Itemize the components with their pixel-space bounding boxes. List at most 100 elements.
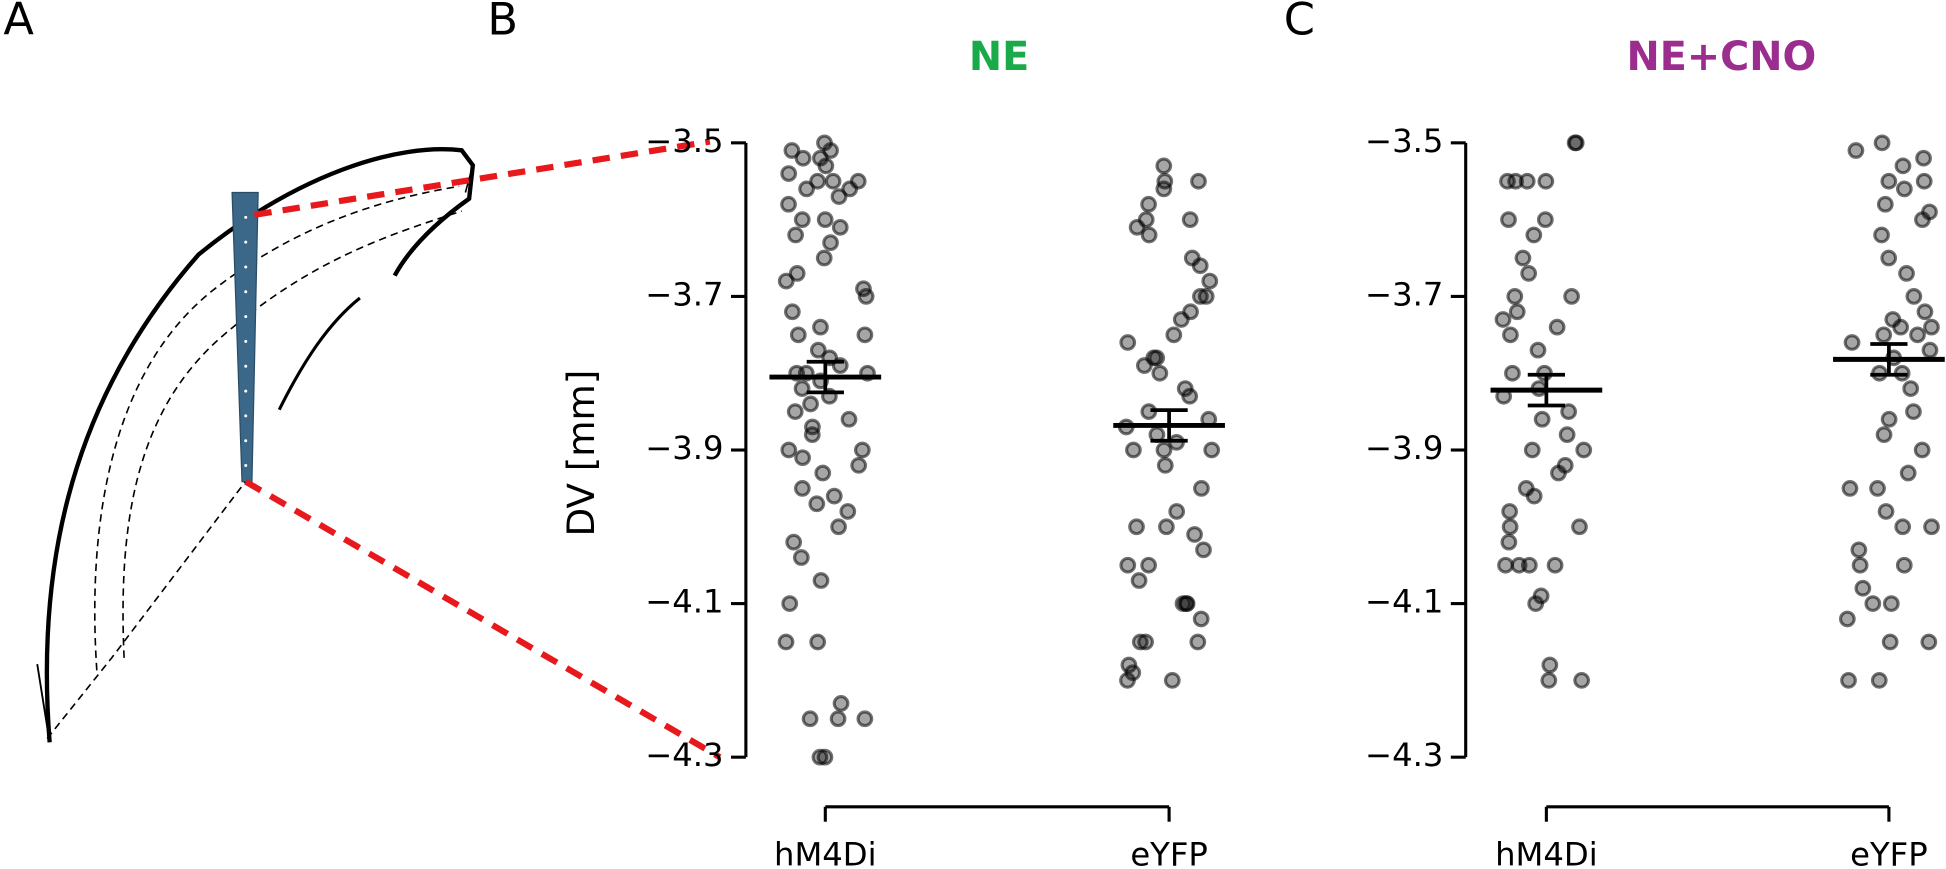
data-point — [1894, 157, 1912, 175]
data-point — [1546, 556, 1564, 574]
data-point — [1916, 303, 1934, 321]
data-point — [1497, 556, 1514, 574]
outline — [44, 147, 476, 743]
data-point — [1841, 480, 1859, 497]
data-point — [1905, 288, 1923, 305]
data-point — [808, 495, 826, 513]
data-point — [1540, 672, 1558, 689]
data-point — [816, 748, 834, 766]
data-point — [1520, 556, 1538, 574]
y-tick-label: −4.1 — [1365, 583, 1443, 621]
data-point — [1840, 672, 1857, 689]
data-point — [1501, 518, 1519, 536]
data-point — [803, 426, 821, 444]
data-point — [777, 272, 795, 290]
y-tick-label: −3.5 — [1365, 122, 1443, 160]
data-point — [1523, 441, 1541, 459]
data-point — [1851, 556, 1869, 574]
data-point — [814, 464, 832, 482]
data-point — [1500, 533, 1518, 551]
outline — [36, 663, 51, 743]
data-point — [1563, 288, 1580, 305]
data-point — [1155, 441, 1173, 459]
x-tick-label: hM4Di — [774, 835, 877, 869]
data-point — [783, 303, 801, 321]
data-point — [789, 326, 807, 344]
data-point — [798, 180, 815, 198]
y-tick-label: −4.3 — [1365, 736, 1443, 774]
data-point — [1494, 311, 1512, 328]
data-point — [1158, 518, 1175, 536]
data-point — [1550, 464, 1567, 482]
data-point — [1501, 503, 1519, 520]
data-point — [817, 157, 835, 175]
data-point — [1168, 503, 1186, 520]
data-point — [1905, 403, 1922, 420]
data-point — [1140, 556, 1158, 574]
data-point — [1119, 334, 1137, 351]
data-point — [1151, 364, 1169, 382]
data-point — [781, 595, 799, 612]
data-point — [815, 249, 833, 267]
data-point — [1850, 541, 1868, 559]
data-point — [1140, 226, 1158, 244]
data-point — [1148, 349, 1166, 367]
data-point — [1163, 672, 1181, 689]
data-point — [1174, 595, 1192, 612]
data-point — [1119, 672, 1136, 689]
data-point — [856, 326, 874, 344]
data-point — [857, 288, 875, 305]
data-point — [1892, 318, 1910, 336]
boundary — [46, 477, 249, 740]
data-point — [1854, 579, 1872, 597]
data-point — [1140, 195, 1157, 213]
data-point — [1500, 211, 1517, 229]
data-point — [1506, 288, 1524, 305]
data-point — [1560, 403, 1578, 420]
data-point — [1514, 249, 1532, 267]
data-point — [1913, 441, 1931, 459]
data-point — [1186, 526, 1203, 543]
x-tick-label: eYFP — [1130, 835, 1208, 869]
data-point — [824, 172, 842, 190]
boundary — [464, 164, 474, 193]
data-point — [809, 633, 827, 651]
data-point — [832, 695, 850, 712]
data-point — [780, 195, 797, 213]
boundary — [122, 210, 462, 658]
data-point — [1575, 441, 1593, 459]
data-point — [1499, 172, 1516, 190]
panel-label: C — [1284, 0, 1315, 45]
data-point — [1548, 318, 1566, 336]
data-point — [1877, 503, 1895, 520]
data-point — [1882, 595, 1900, 612]
data-point — [1915, 149, 1932, 167]
data-point — [794, 149, 812, 167]
data-point — [841, 180, 859, 198]
data-point — [1135, 357, 1153, 374]
data-point — [822, 234, 839, 252]
data-point — [1880, 410, 1898, 428]
data-point — [816, 211, 834, 229]
data-point — [1923, 318, 1940, 336]
zoom-line — [244, 478, 722, 760]
data-point — [812, 572, 830, 589]
probe — [231, 191, 259, 483]
error-bar — [1150, 408, 1188, 443]
data-point — [1870, 672, 1888, 689]
boundary — [93, 185, 460, 671]
data-point — [1192, 610, 1210, 628]
data-point — [1130, 572, 1148, 589]
data-point — [777, 633, 795, 651]
data-point — [1875, 426, 1893, 444]
error-bar — [806, 359, 844, 395]
data-point — [1504, 364, 1521, 382]
y-tick-label: −3.7 — [645, 275, 723, 313]
data-point — [1838, 610, 1856, 628]
data-point — [1880, 172, 1898, 190]
data-point — [801, 710, 819, 728]
data-point — [1520, 265, 1538, 282]
data-point — [1125, 441, 1142, 459]
data-point — [780, 165, 798, 182]
